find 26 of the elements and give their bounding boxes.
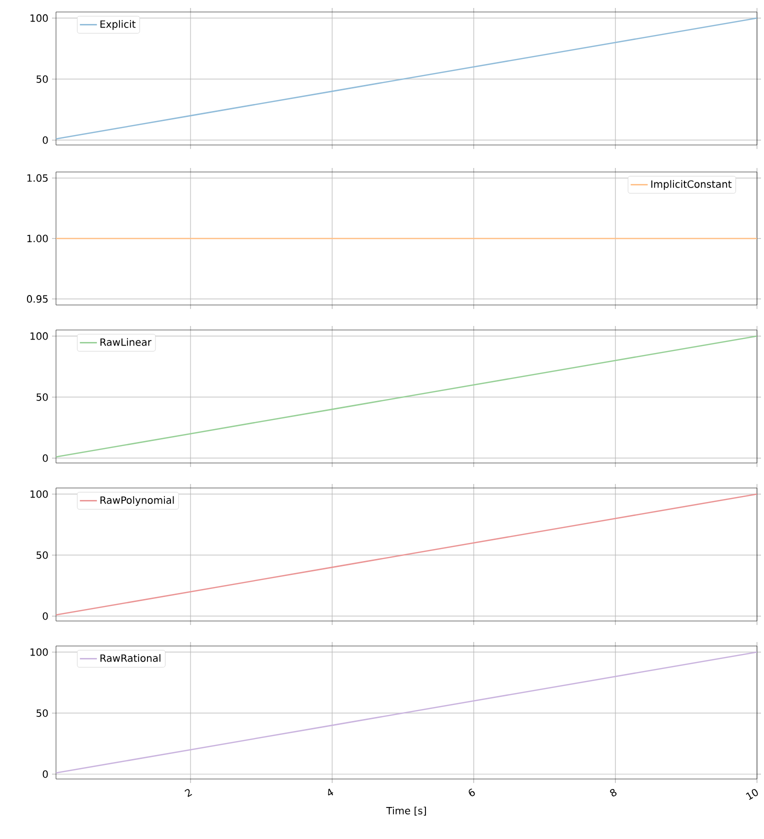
y-tick-label: 50 bbox=[36, 709, 48, 717]
legend-label: RawRational bbox=[100, 654, 160, 662]
legend-label: RawPolynomial bbox=[100, 496, 174, 506]
x-axis-title: Time [s] bbox=[386, 806, 426, 816]
x-tick-label: 10 bbox=[746, 789, 758, 800]
y-tick-label: 100 bbox=[30, 490, 48, 498]
y-tick-label: 0 bbox=[42, 136, 48, 144]
y-tick-label: 100 bbox=[30, 332, 48, 340]
x-tick-label: 6 bbox=[468, 788, 475, 796]
y-tick-label: 50 bbox=[36, 75, 48, 83]
y-tick-label: 1.00 bbox=[27, 234, 48, 242]
y-tick-label: 0 bbox=[42, 770, 48, 778]
x-tick-label: 2 bbox=[184, 789, 192, 798]
y-tick-label: 100 bbox=[30, 14, 48, 22]
y-tick-label: 50 bbox=[36, 551, 48, 559]
y-tick-label: 50 bbox=[36, 393, 48, 401]
x-tick-label: 4 bbox=[328, 788, 334, 796]
y-tick-label: 100 bbox=[30, 648, 48, 656]
y-tick-label: 0.95 bbox=[26, 295, 48, 303]
legend-label: Explicit bbox=[100, 20, 136, 30]
y-tick-label: 0 bbox=[42, 454, 48, 462]
y-tick-label: 0 bbox=[42, 612, 48, 620]
y-tick-label: 1.05 bbox=[27, 174, 48, 182]
legend-label: RawLinear bbox=[100, 338, 152, 346]
x-tick-label: 8 bbox=[610, 788, 617, 796]
legend-label: ImplicitConstant bbox=[651, 180, 732, 190]
